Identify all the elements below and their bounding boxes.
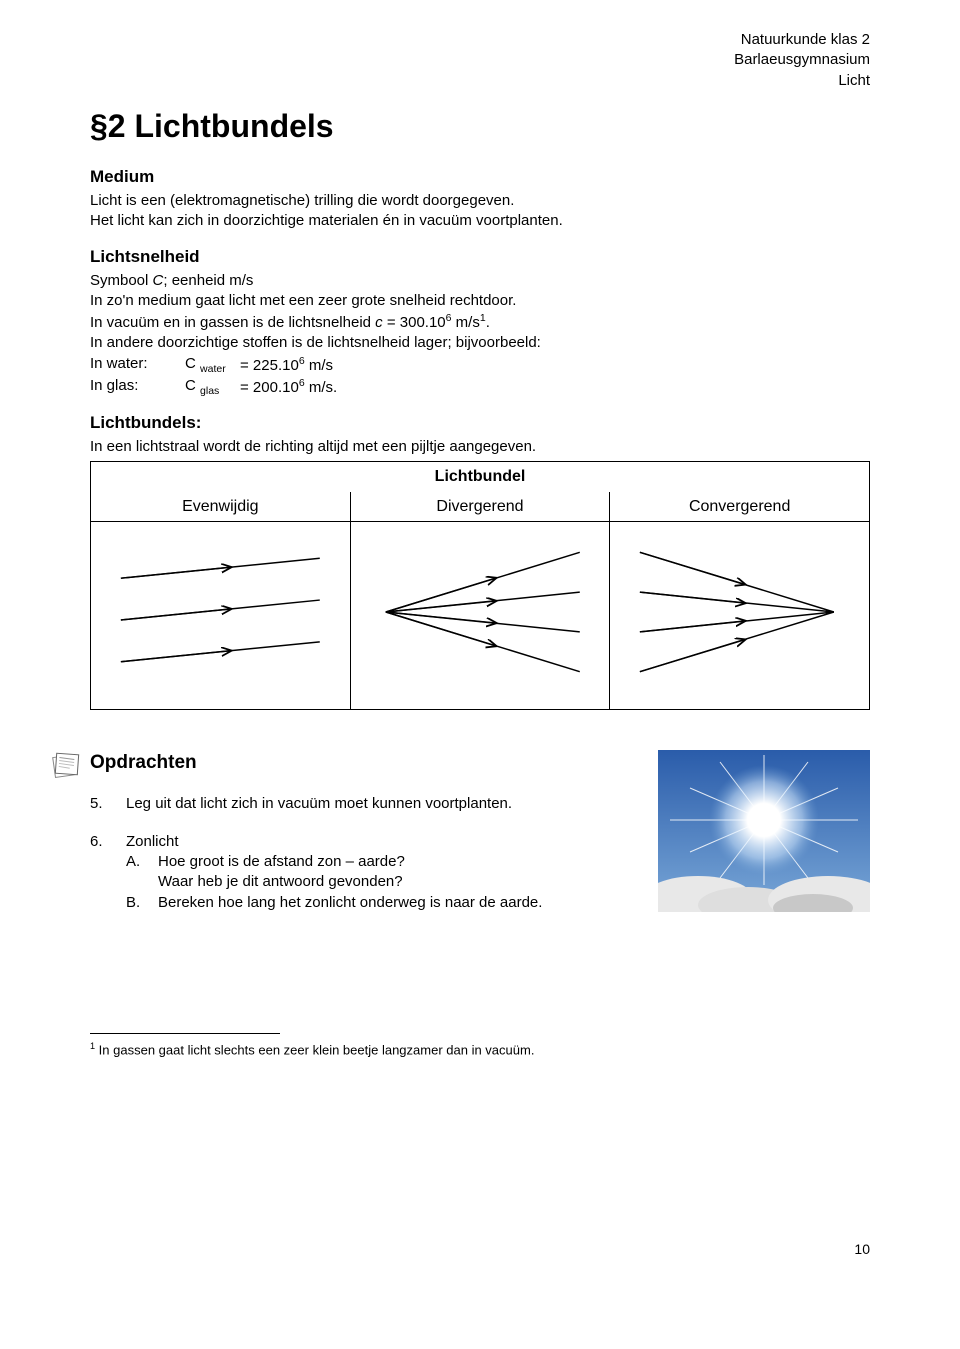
page-number: 10 [854, 1240, 870, 1259]
header-line-2: Barlaeusgymnasium [734, 50, 870, 70]
table-title: Lichtbundel [91, 462, 870, 492]
col-convergerend: Convergerend [610, 492, 870, 522]
footnote-separator [90, 1033, 280, 1034]
header-line-3: Licht [734, 71, 870, 91]
header-line-1: Natuurkunde klas 2 [734, 30, 870, 50]
lichtbundels-intro: In een lichtstraal wordt de richting alt… [90, 437, 870, 457]
medium-heading: Medium [90, 166, 870, 189]
page-header: Natuurkunde klas 2 Barlaeusgymnasium Lic… [734, 30, 870, 91]
medium-paragraph: Licht is een (elektromagnetische) trilli… [90, 191, 870, 232]
speed-glas-row: In glas: C glas = 200.106 m/s. [90, 376, 870, 398]
diagram-convergerend [610, 522, 870, 710]
diagram-divergerend [350, 522, 610, 710]
speed-water-row: In water: C water = 225.106 m/s [90, 354, 870, 376]
lichtsnelheid-paragraph: Symbool C; eenheid m/s In zo'n medium ga… [90, 271, 870, 399]
diagram-evenwijdig [91, 522, 351, 710]
footnote: 1 In gassen gaat licht slechts een zeer … [90, 1040, 870, 1059]
col-divergerend: Divergerend [350, 492, 610, 522]
newspaper-icon [48, 748, 84, 790]
sun-sky-image [658, 750, 870, 912]
lichtbundels-heading: Lichtbundels: [90, 412, 870, 435]
opdrachten-section: Opdrachten 5. Leg uit dat licht zich in … [90, 750, 870, 913]
page-title: §2 Lichtbundels [90, 105, 870, 148]
lichtbundel-table: Lichtbundel Evenwijdig Divergerend Conve… [90, 461, 870, 710]
lichtsnelheid-heading: Lichtsnelheid [90, 246, 870, 269]
col-evenwijdig: Evenwijdig [91, 492, 351, 522]
